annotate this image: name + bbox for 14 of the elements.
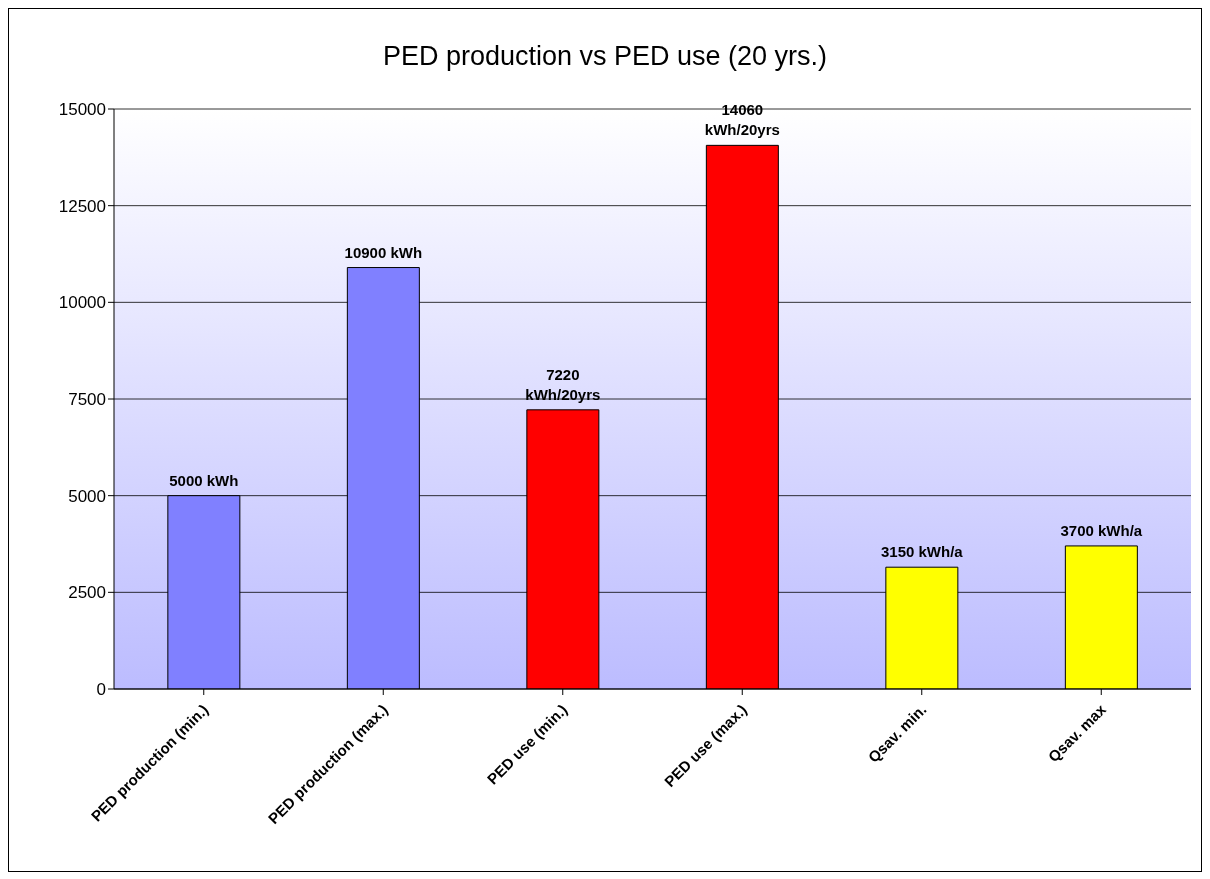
y-tick-label: 2500 — [68, 583, 106, 603]
y-tick-label: 12500 — [58, 196, 106, 216]
data-label: 5000 kWh — [169, 471, 239, 489]
y-tick-label: 10000 — [58, 293, 106, 313]
y-tick-label: 15000 — [58, 100, 106, 120]
data-label: 10900 kWh — [344, 243, 423, 261]
y-tick-label: 5000 — [68, 486, 106, 506]
data-label: 3150 kWh/a — [880, 543, 964, 561]
data-label: 7220 kWh/20yrs — [525, 365, 601, 403]
data-label: 3700 kWh/a — [1060, 521, 1143, 539]
chart-title: PED production vs PED use (20 yrs.) — [381, 41, 829, 72]
data-label: 14060 kWh/20yrs — [704, 101, 780, 139]
y-tick-label: 0 — [96, 680, 106, 700]
y-tick-label: 7500 — [68, 390, 106, 410]
